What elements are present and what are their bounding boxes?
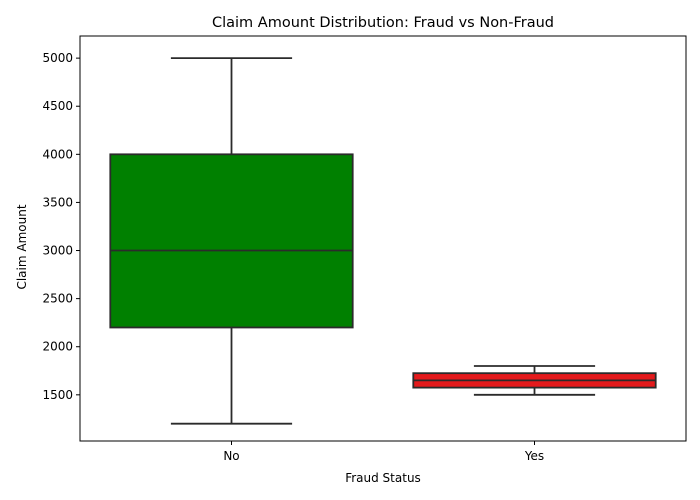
box-iqr xyxy=(109,153,354,329)
y-tick-label: 1500 xyxy=(42,388,73,402)
y-tick-label: 3000 xyxy=(42,244,73,258)
chart-title: Claim Amount Distribution: Fraud vs Non-… xyxy=(212,15,554,31)
y-axis-label: Claim Amount xyxy=(15,204,29,289)
plot-frame xyxy=(79,35,687,442)
y-tick-label: 5000 xyxy=(42,51,73,65)
box-no xyxy=(109,57,354,425)
y-tick-label: 4500 xyxy=(42,99,73,113)
y-tick-label: 2000 xyxy=(42,340,73,354)
x-axis-label: Fraud Status xyxy=(345,471,421,485)
boxes-layer xyxy=(109,57,657,425)
x-tick-label: No xyxy=(223,449,239,463)
y-tick-label: 2500 xyxy=(42,292,73,306)
axes-layer: 1500 2000 2500 3000 3500 4000 4500 5000 No Yes xyxy=(42,35,687,463)
x-tick-label: Yes xyxy=(524,449,544,463)
box-yes xyxy=(412,365,657,396)
y-tick-label: 4000 xyxy=(42,147,73,161)
y-tick-label: 3500 xyxy=(42,195,73,209)
